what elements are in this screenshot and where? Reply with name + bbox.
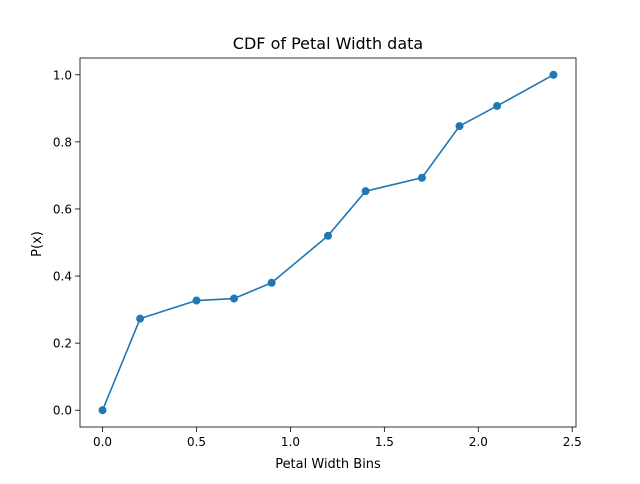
y-tick-label: 0.0 — [53, 404, 72, 418]
y-tick-label: 0.8 — [53, 135, 72, 149]
x-tick-label: 2.0 — [469, 435, 488, 449]
chart-title: CDF of Petal Width data — [233, 34, 423, 53]
data-point — [192, 296, 201, 305]
data-point — [493, 101, 502, 110]
x-tick-label: 1.5 — [375, 435, 394, 449]
data-point — [98, 406, 107, 415]
x-tick-label: 1.0 — [281, 435, 300, 449]
data-point — [230, 294, 239, 303]
x-tick-label: 2.5 — [563, 435, 582, 449]
y-tick-label: 0.2 — [53, 337, 72, 351]
x-axis-label: Petal Width Bins — [275, 457, 381, 472]
data-point — [361, 187, 370, 196]
axes-frame — [79, 57, 577, 428]
data-point — [549, 70, 558, 79]
data-point — [417, 173, 426, 182]
data-point — [324, 231, 332, 240]
y-tick-label: 0.6 — [53, 202, 72, 216]
y-tick-label: 1.0 — [53, 68, 72, 82]
data-point — [267, 278, 276, 287]
data-point — [136, 314, 145, 323]
data-point — [455, 122, 464, 131]
x-tick-label: 0.5 — [187, 435, 206, 449]
plot-area: 0.0 0.5 1.0 1.5 2.0 2.5 0.0 0.2 0.4 0.6 0.8 1.0 — [53, 57, 582, 449]
y-tick-label: 0.4 — [53, 270, 72, 284]
x-tick-label: 0.0 — [93, 435, 112, 449]
y-axis-label: P(x) — [30, 231, 45, 257]
